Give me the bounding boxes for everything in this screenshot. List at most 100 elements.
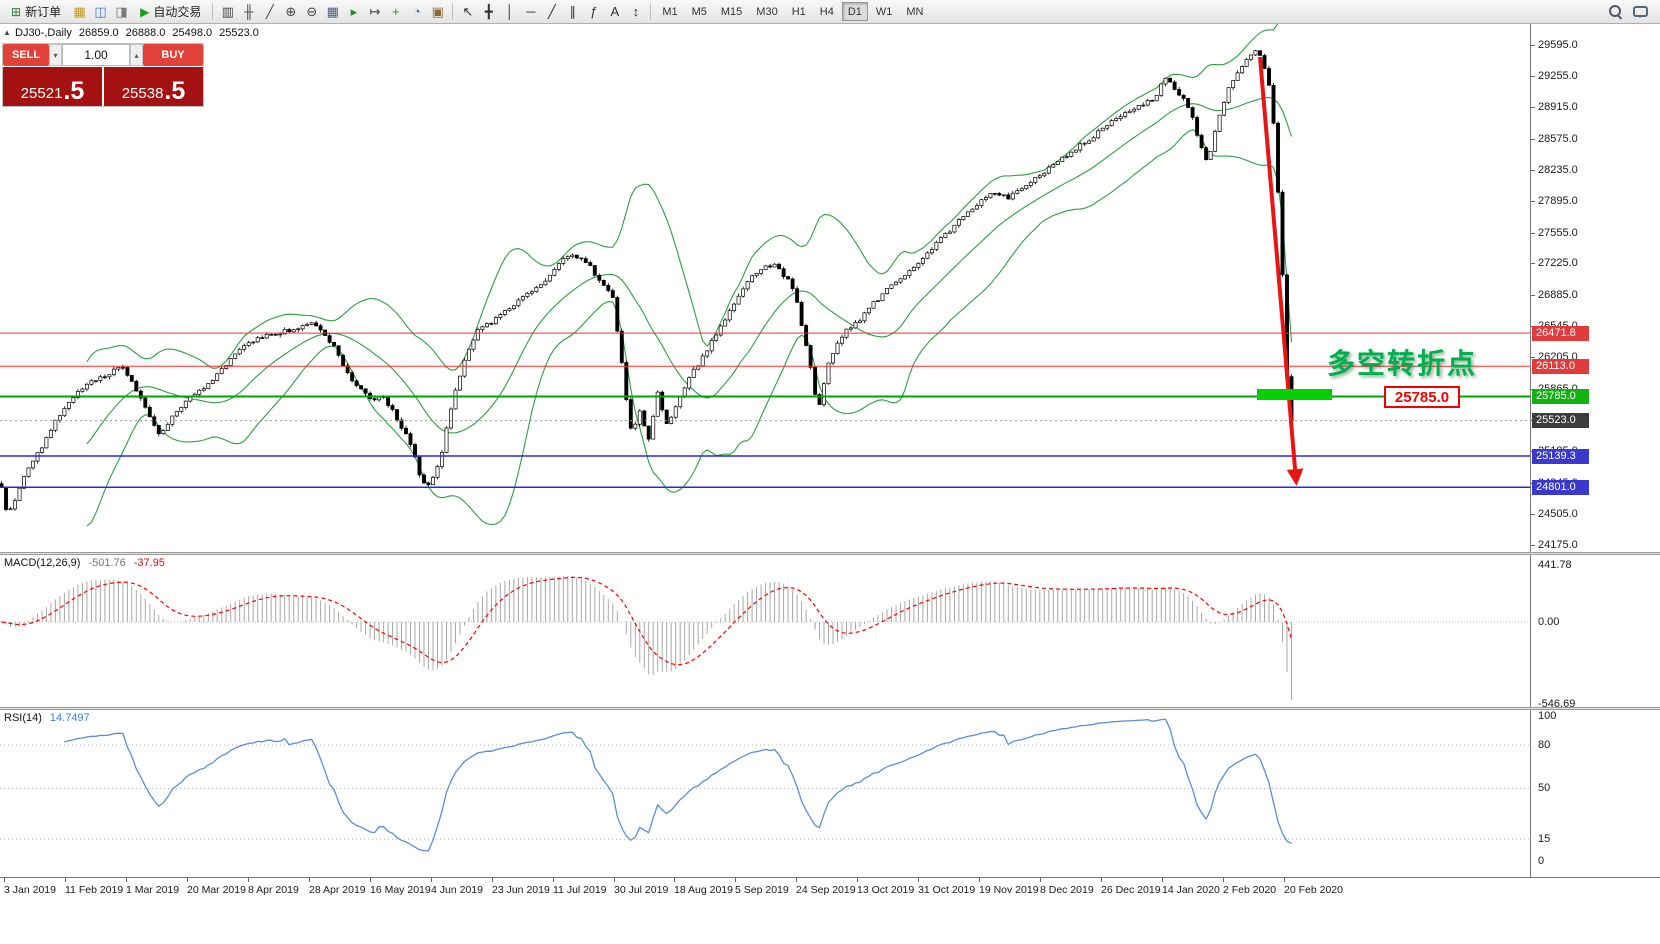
- axis-tick: [1531, 170, 1535, 171]
- horizontal-line-icon[interactable]: ─: [526, 3, 536, 19]
- sell-button[interactable]: SELL: [3, 44, 49, 66]
- axis-tick: [857, 878, 858, 882]
- toolbar-separator: [212, 3, 214, 20]
- rsi-axis-label: 80: [1538, 739, 1551, 751]
- price-axis-label: 27895.0: [1538, 195, 1578, 207]
- price-axis-label: 27225.0: [1538, 257, 1578, 269]
- axis-tick: [65, 878, 66, 882]
- timeframe-M1[interactable]: M1: [662, 5, 678, 18]
- panel-separator[interactable]: [0, 552, 1660, 555]
- time-axis[interactable]: 3 Jan 2019 11 Feb 2019 1 Mar 2019 20 Mar 20…: [0, 877, 1660, 901]
- chat-icon[interactable]: [1633, 6, 1648, 18]
- panel-separator[interactable]: [0, 707, 1660, 710]
- volume-input[interactable]: 1.00: [62, 44, 130, 66]
- buy-button[interactable]: BUY: [143, 44, 203, 66]
- crosshair-icon[interactable]: ╋: [484, 3, 493, 19]
- line-chart-icon[interactable]: ╱: [265, 3, 274, 19]
- axis-tick: [1531, 357, 1535, 358]
- macd-header: MACD(12,26,9) -501.76 -37.95: [4, 557, 165, 569]
- volume-down-button[interactable]: ▾: [49, 44, 62, 66]
- buy-price-display[interactable]: 25538.5: [104, 67, 203, 106]
- price-axis-label: 26205.0: [1538, 351, 1578, 363]
- candlestick-chart-icon[interactable]: ╫: [244, 3, 254, 19]
- chart-shift-icon[interactable]: ↦: [369, 3, 381, 19]
- rsi-canvas[interactable]: [0, 710, 1530, 877]
- price-axis-label: 29595.0: [1538, 39, 1578, 51]
- auto-trading-label: 自动交易: [153, 5, 202, 19]
- equidistant-channel-icon[interactable]: ∥: [569, 3, 577, 19]
- macd-canvas[interactable]: [0, 555, 1530, 707]
- one-click-collapse-icon[interactable]: ▲: [3, 28, 11, 37]
- toolbar-separator: [650, 3, 652, 20]
- chart-annotation-text[interactable]: 多空转折点: [1327, 348, 1478, 379]
- macd-axis-label: -546.69: [1538, 697, 1576, 710]
- support-highlight-bar[interactable]: [1257, 389, 1332, 400]
- axis-tick: [553, 878, 554, 882]
- price-axis[interactable]: 29595.0 29255.0 28915.0 28575.0 28235.0 27895…: [1530, 24, 1660, 877]
- price-axis-label: 29255.0: [1538, 70, 1578, 82]
- navigator-icon[interactable]: ◫: [94, 3, 107, 19]
- volume-up-button[interactable]: ▴: [130, 44, 143, 66]
- vertical-line-icon[interactable]: │: [505, 3, 514, 19]
- rsi-axis-label: 0: [1538, 855, 1545, 867]
- axis-tick: [1531, 514, 1535, 515]
- timeframe-M5[interactable]: M5: [691, 5, 707, 18]
- axis-tick: [1101, 878, 1102, 882]
- fibonacci-icon[interactable]: ƒ: [590, 3, 598, 19]
- date-label: 11 Feb 2019: [65, 884, 124, 896]
- tile-windows-icon[interactable]: ▦: [326, 3, 339, 19]
- axis-tick: [1531, 45, 1535, 46]
- price-level-badge: 25785.0: [1532, 389, 1589, 404]
- timeframe-H1[interactable]: H1: [791, 5, 806, 18]
- zoom-out-icon[interactable]: ⊖: [306, 3, 318, 19]
- price-axis-label: 27555.0: [1538, 227, 1578, 239]
- indicators-icon[interactable]: +: [392, 3, 400, 19]
- axis-tick: [1531, 107, 1535, 108]
- timeframe-W1[interactable]: W1: [875, 5, 893, 18]
- auto-trading-button[interactable]: ▶ 自动交易: [133, 2, 208, 22]
- bollinger-bands: [86, 24, 1293, 527]
- axis-tick: [4, 878, 5, 882]
- price-level-badge: 24801.0: [1532, 480, 1589, 495]
- zoom-in-icon[interactable]: ⊕: [285, 3, 297, 19]
- axis-tick: [1531, 233, 1535, 234]
- axis-tick: [1284, 878, 1285, 882]
- timeframe-D1[interactable]: D1: [841, 2, 868, 22]
- market-watch-icon[interactable]: ▦: [73, 3, 86, 19]
- ohlc-low: 25498.0: [172, 27, 213, 39]
- timeframe-MN[interactable]: MN: [906, 5, 924, 18]
- cursor-icon[interactable]: ↖: [462, 3, 474, 19]
- macd-axis-label: 441.78: [1538, 558, 1572, 571]
- arrows-icon[interactable]: ↕: [632, 3, 640, 19]
- text-icon[interactable]: A: [610, 3, 620, 19]
- date-label: 16 May 2019: [370, 884, 431, 896]
- auto-scroll-icon[interactable]: ▸: [350, 3, 358, 19]
- date-label: 8 Dec 2019: [1040, 884, 1094, 896]
- axis-tick: [1531, 139, 1535, 140]
- trend-arrow[interactable]: [1258, 56, 1304, 486]
- timeframe-M15[interactable]: M15: [720, 5, 743, 18]
- bar-chart-icon[interactable]: ▥: [221, 3, 234, 19]
- level-price-label[interactable]: 25785.0: [1384, 386, 1460, 408]
- axis-tick: [735, 878, 736, 882]
- periods-icon[interactable]: ◔: [412, 3, 421, 19]
- main-chart-canvas[interactable]: [0, 24, 1530, 552]
- price-axis-label: 28915.0: [1538, 101, 1578, 113]
- templates-icon[interactable]: ▣: [431, 3, 444, 19]
- price-axis-label: 28575.0: [1538, 133, 1578, 145]
- sell-price-display[interactable]: 25521.5: [3, 67, 102, 106]
- search-icon[interactable]: [1608, 4, 1623, 19]
- date-label: 23 Jun 2019: [492, 884, 550, 896]
- axis-tick: [1531, 201, 1535, 202]
- rsi-axis-label: 100: [1538, 710, 1557, 722]
- date-label: 3 Jan 2019: [4, 884, 56, 896]
- timeframe-H4[interactable]: H4: [819, 5, 834, 18]
- date-label: 8 Apr 2019: [248, 884, 299, 896]
- terminal-icon[interactable]: ◨: [115, 3, 128, 19]
- timeframe-M30[interactable]: M30: [756, 5, 778, 18]
- trendline-icon[interactable]: ╱: [547, 3, 556, 19]
- price-axis-label: 24505.0: [1538, 508, 1578, 520]
- new-order-button[interactable]: ⊞ 新订单: [4, 2, 68, 22]
- axis-tick: [248, 878, 249, 882]
